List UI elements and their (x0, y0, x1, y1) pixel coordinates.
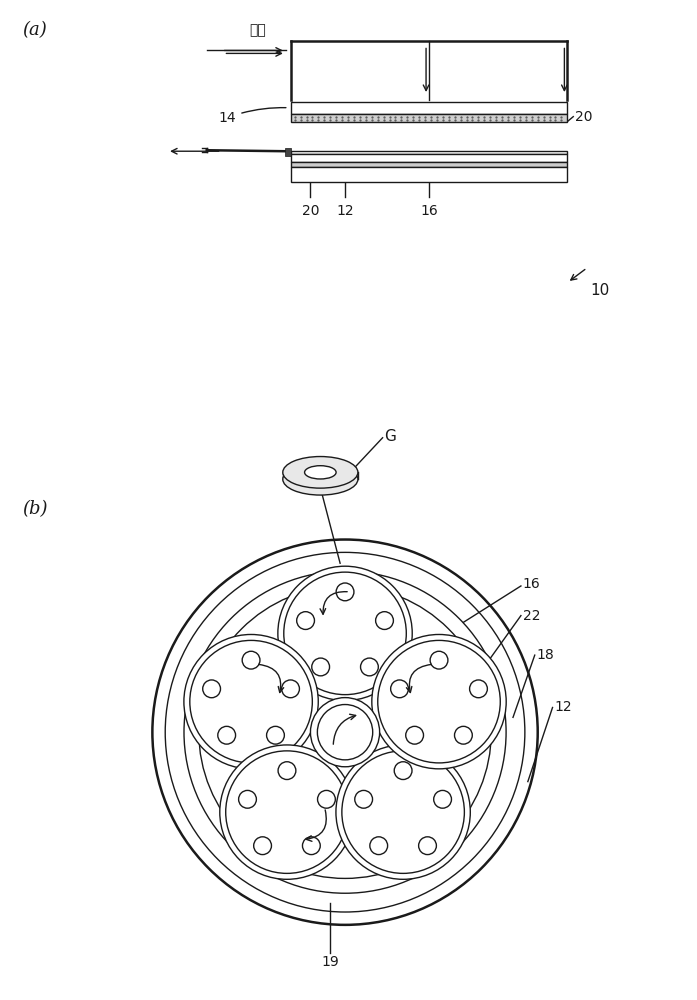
Text: 浆料: 浆料 (250, 24, 266, 38)
Text: 20: 20 (302, 204, 319, 218)
Circle shape (395, 762, 412, 780)
Circle shape (336, 745, 470, 879)
Circle shape (372, 634, 506, 769)
Text: 12: 12 (555, 700, 572, 714)
Circle shape (336, 583, 354, 601)
Circle shape (370, 837, 388, 855)
Circle shape (406, 726, 424, 744)
Circle shape (278, 566, 412, 701)
Circle shape (254, 837, 271, 855)
Text: A: A (340, 791, 348, 801)
Circle shape (454, 726, 473, 744)
Circle shape (360, 658, 378, 676)
Circle shape (312, 658, 330, 676)
Circle shape (419, 837, 436, 855)
Text: 20: 20 (575, 110, 592, 124)
Text: 14: 14 (219, 108, 286, 125)
Text: 12: 12 (336, 204, 354, 218)
Circle shape (203, 680, 220, 698)
Circle shape (199, 586, 491, 878)
Text: A: A (401, 791, 409, 801)
Circle shape (184, 571, 506, 893)
Circle shape (376, 612, 393, 629)
Circle shape (378, 640, 500, 763)
Text: 16: 16 (420, 204, 438, 218)
Circle shape (190, 640, 312, 763)
Text: (b): (b) (22, 500, 47, 518)
Bar (285, 148, 291, 156)
Circle shape (278, 762, 296, 780)
Text: 16: 16 (523, 577, 541, 591)
Circle shape (282, 680, 300, 698)
Circle shape (220, 745, 354, 879)
Circle shape (184, 634, 319, 769)
Circle shape (238, 790, 256, 808)
Text: (a): (a) (22, 21, 47, 39)
Circle shape (470, 680, 487, 698)
Circle shape (310, 698, 380, 767)
Circle shape (302, 837, 320, 855)
Circle shape (297, 612, 314, 629)
Circle shape (165, 552, 525, 912)
Text: 18: 18 (537, 648, 555, 662)
Circle shape (317, 705, 373, 760)
Ellipse shape (283, 463, 358, 495)
Ellipse shape (283, 457, 358, 488)
Circle shape (217, 726, 236, 744)
Bar (291, 151, 567, 154)
Circle shape (434, 790, 452, 808)
Circle shape (153, 540, 537, 925)
Circle shape (284, 572, 406, 695)
Bar (291, 162, 567, 167)
Ellipse shape (305, 466, 336, 479)
Circle shape (430, 651, 448, 669)
Circle shape (242, 651, 260, 669)
Circle shape (342, 751, 464, 873)
Text: 10: 10 (590, 283, 609, 298)
Circle shape (266, 726, 284, 744)
Bar (291, 154, 567, 162)
Bar (291, 114, 567, 122)
Bar (291, 167, 567, 182)
Circle shape (355, 790, 372, 808)
Text: 19: 19 (321, 955, 339, 969)
Circle shape (318, 790, 335, 808)
Text: 22: 22 (523, 609, 540, 623)
Circle shape (226, 751, 348, 873)
Bar (291, 102, 567, 114)
Text: G: G (385, 429, 397, 444)
Circle shape (390, 680, 408, 698)
